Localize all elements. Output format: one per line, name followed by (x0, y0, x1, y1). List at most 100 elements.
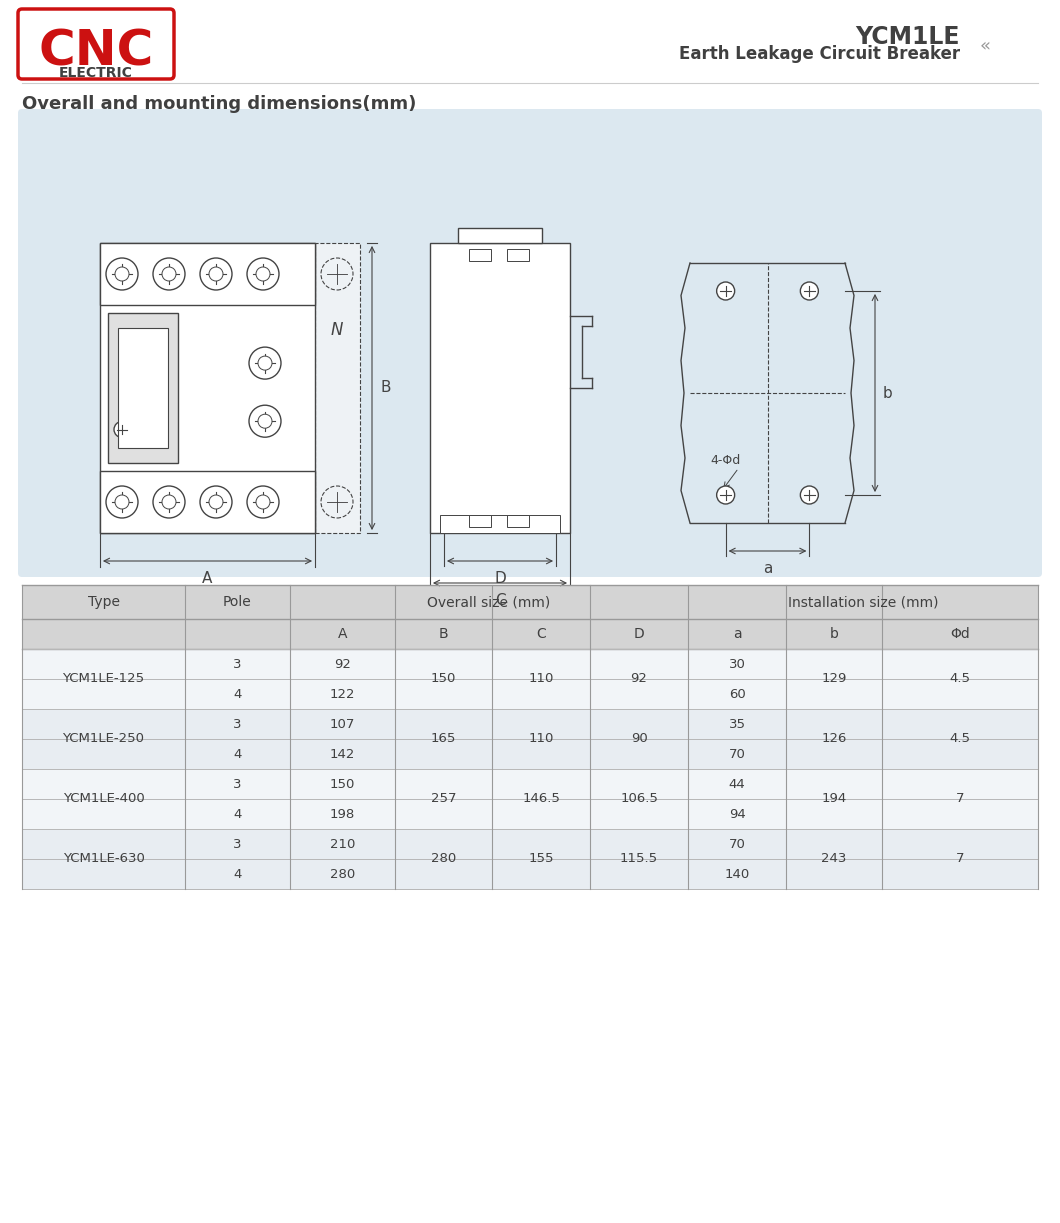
Bar (507, 249, 529, 260)
Bar (22, 769, 1038, 829)
Text: 35: 35 (728, 718, 745, 730)
Text: 70: 70 (728, 838, 745, 850)
Text: D: D (494, 571, 506, 586)
Text: 4: 4 (233, 747, 242, 761)
Text: Pole: Pole (223, 596, 252, 609)
Text: 3: 3 (233, 778, 242, 790)
Text: 7: 7 (956, 793, 965, 806)
Text: D: D (634, 627, 644, 641)
Text: 3: 3 (233, 838, 242, 850)
Circle shape (258, 356, 272, 371)
Text: 146.5: 146.5 (523, 793, 560, 806)
Circle shape (258, 415, 272, 428)
Circle shape (247, 258, 279, 290)
Text: 4: 4 (233, 687, 242, 701)
Bar (290, 619, 1038, 649)
Text: 4: 4 (233, 807, 242, 821)
Circle shape (247, 486, 279, 519)
Text: 107: 107 (330, 718, 355, 730)
Circle shape (257, 267, 270, 281)
Bar (458, 227, 542, 243)
Text: 129: 129 (822, 673, 847, 686)
Circle shape (106, 486, 138, 519)
Text: YCM1LE-400: YCM1LE-400 (63, 793, 144, 806)
Bar (100, 243, 315, 305)
Text: B: B (439, 627, 448, 641)
Circle shape (249, 405, 281, 437)
Circle shape (717, 486, 735, 504)
Text: 4: 4 (233, 867, 242, 881)
Text: A: A (338, 627, 348, 641)
Bar (22, 649, 1038, 709)
Text: 280: 280 (430, 852, 456, 866)
Bar (440, 515, 560, 533)
Text: Overall and mounting dimensions(mm): Overall and mounting dimensions(mm) (22, 95, 417, 113)
Bar (470, 249, 491, 260)
Text: 198: 198 (330, 807, 355, 821)
Text: «: « (980, 37, 991, 55)
Text: Overall size (mm): Overall size (mm) (427, 596, 550, 609)
Bar (22, 709, 1038, 769)
Bar (430, 243, 570, 533)
Text: 150: 150 (330, 778, 355, 790)
Text: 92: 92 (631, 673, 648, 686)
Text: 106.5: 106.5 (620, 793, 658, 806)
Bar (100, 471, 315, 533)
Bar (22, 585, 1038, 619)
Text: C: C (536, 627, 546, 641)
Text: YCM1LE-125: YCM1LE-125 (63, 673, 144, 686)
Text: Installation size (mm): Installation size (mm) (788, 596, 938, 609)
Text: 30: 30 (728, 658, 745, 670)
Text: 165: 165 (430, 733, 456, 746)
Text: 4.5: 4.5 (950, 673, 971, 686)
Text: 90: 90 (631, 733, 648, 746)
Bar (118, 328, 167, 448)
Bar (100, 243, 315, 533)
Text: CNC: CNC (38, 27, 154, 75)
Text: 4-Φd: 4-Φd (710, 454, 741, 466)
Text: 70: 70 (728, 747, 745, 761)
Text: 3: 3 (233, 658, 242, 670)
Text: 92: 92 (334, 658, 351, 670)
Circle shape (321, 258, 353, 290)
Bar (315, 243, 360, 533)
Bar (470, 515, 491, 527)
Bar (507, 515, 529, 527)
Text: C: C (495, 593, 506, 608)
Text: ELECTRIC: ELECTRIC (59, 66, 132, 79)
Circle shape (200, 486, 232, 519)
Circle shape (209, 267, 223, 281)
Circle shape (153, 258, 186, 290)
Text: 44: 44 (728, 778, 745, 790)
Circle shape (257, 495, 270, 509)
Text: 210: 210 (330, 838, 355, 850)
Text: 280: 280 (330, 867, 355, 881)
Text: B: B (379, 380, 390, 395)
Text: 126: 126 (822, 733, 847, 746)
Text: 194: 194 (822, 793, 847, 806)
Text: 140: 140 (724, 867, 749, 881)
Text: 94: 94 (728, 807, 745, 821)
Circle shape (162, 495, 176, 509)
Text: a: a (763, 561, 772, 576)
Text: Φd: Φd (950, 627, 970, 641)
Circle shape (209, 495, 223, 509)
Text: b: b (883, 385, 893, 400)
Text: 150: 150 (430, 673, 456, 686)
Circle shape (162, 267, 176, 281)
Text: Type: Type (88, 596, 120, 609)
Text: 3: 3 (233, 718, 242, 730)
Text: N: N (331, 320, 343, 339)
Bar (22, 585, 1038, 889)
Bar (22, 829, 1038, 889)
Text: YCM1LE: YCM1LE (855, 24, 960, 49)
Bar (108, 313, 178, 464)
Circle shape (800, 283, 818, 300)
Circle shape (249, 347, 281, 379)
Circle shape (717, 283, 735, 300)
Text: Earth Leakage Circuit Breaker: Earth Leakage Circuit Breaker (678, 45, 960, 64)
Text: 110: 110 (528, 673, 553, 686)
Circle shape (200, 258, 232, 290)
FancyBboxPatch shape (18, 109, 1042, 577)
Bar (22, 619, 290, 649)
